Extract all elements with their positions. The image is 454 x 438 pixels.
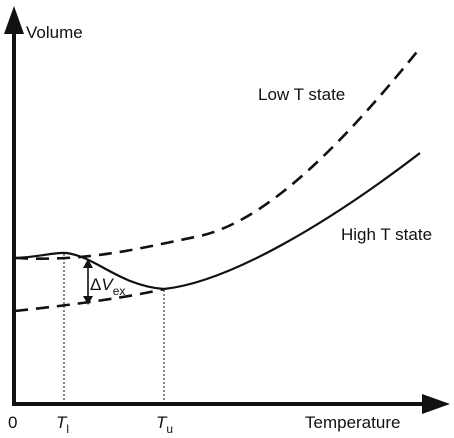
lower-dashed-curve (14, 287, 165, 313)
volume-solid-curve (14, 152, 421, 291)
tu-main: T (156, 413, 168, 432)
delta-v-arrowhead-bottom (83, 296, 93, 305)
low-t-state-curve (14, 47, 422, 260)
tu-tick-label: Tu (156, 413, 173, 436)
y-axis-arrowhead (4, 6, 24, 34)
delta-v-arrowhead-top (83, 259, 93, 268)
origin-label: 0 (8, 413, 17, 432)
delta-v-sub: ex (113, 284, 126, 298)
delta-v-symbol: Δ (90, 275, 101, 294)
tl-sub: l (66, 422, 69, 436)
tl-tick-label: Tl (56, 413, 69, 436)
high-t-state-label: High T state (341, 225, 432, 244)
tu-sub: u (166, 422, 173, 436)
x-axis-label: Temperature (305, 413, 400, 432)
tl-main: T (56, 413, 68, 432)
low-t-state-label: Low T state (258, 85, 345, 104)
x-axis-arrowhead (422, 394, 450, 414)
delta-v-main: V (101, 275, 114, 294)
delta-v-label: ΔVex (90, 275, 125, 298)
y-axis-label: Volume (26, 23, 83, 42)
